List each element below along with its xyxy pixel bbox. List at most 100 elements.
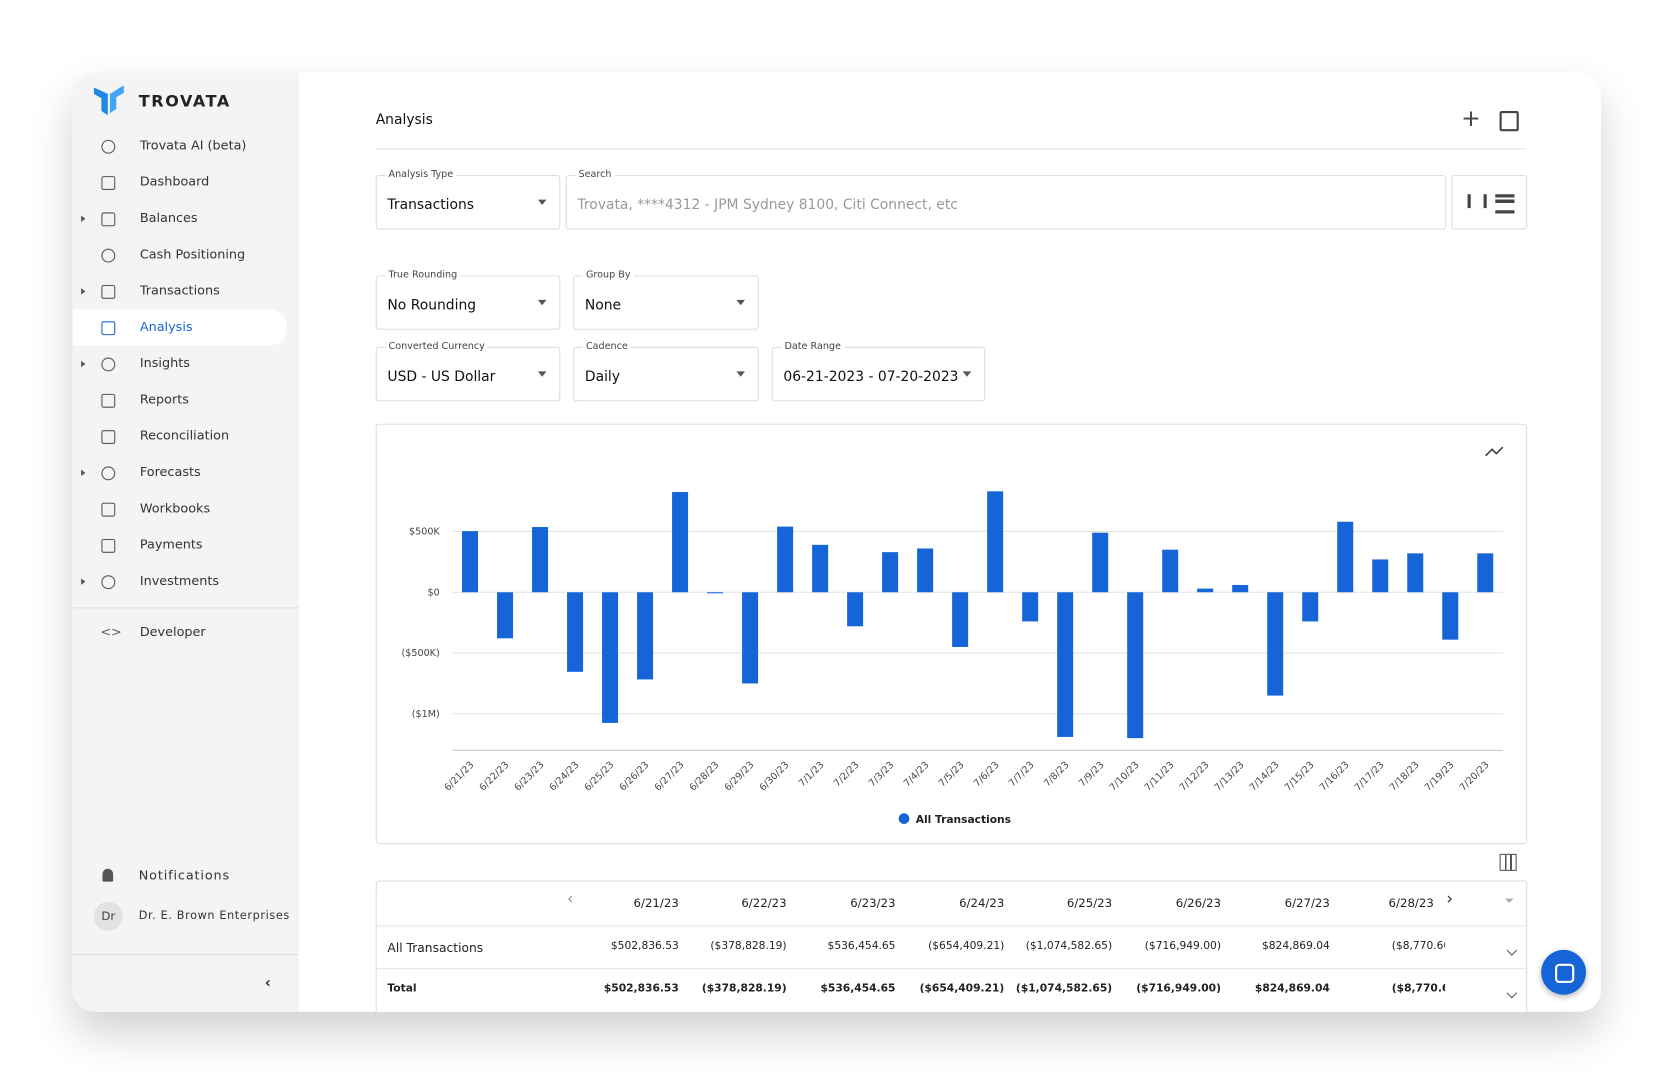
x-tick-label: 7/10/23 [1108, 760, 1142, 794]
nav-item[interactable]: Insights [139, 355, 190, 371]
chart: $500K $0 ($500K) ($1M) 6/21/23 6/22/23 6/23/23… [402, 446, 1504, 826]
row-divider [376, 925, 1527, 927]
list-view-icon [1495, 194, 1515, 214]
nav-item[interactable]: Developer [139, 624, 206, 640]
nav-item[interactable]: Workbooks [139, 500, 211, 516]
nav-item[interactable]: Transactions [139, 282, 220, 298]
nav-item[interactable]: Reconciliation [139, 427, 230, 443]
cell: $502,836.53 [603, 982, 679, 995]
nav-item[interactable]: Payments [139, 536, 203, 552]
nav-icon [101, 139, 116, 154]
bar [1022, 592, 1039, 622]
chart-view-icon [1467, 194, 1487, 209]
x-tick-label: 7/4/23 [902, 760, 932, 790]
cell: ($654,409.21) [928, 940, 1005, 953]
table-toggle[interactable] [1499, 853, 1517, 871]
x-tick-label: 7/7/23 [1007, 760, 1037, 790]
nav-icon [101, 538, 116, 553]
bar [742, 592, 759, 684]
field-value: No Rounding [387, 297, 477, 314]
nav-icon [101, 284, 116, 299]
field-value: None [584, 297, 622, 314]
column-header: 6/22/23 [741, 896, 787, 911]
field-value: 06-21-2023 - 07-20-2023 [783, 369, 959, 386]
column-header: 6/21/23 [633, 896, 679, 911]
nav-item[interactable]: Dashboard [139, 173, 210, 189]
field-label: Search [575, 169, 615, 181]
x-tick-label: 6/24/23 [548, 760, 582, 794]
row-expand[interactable] [1506, 987, 1518, 999]
cell: ($1,074,582.65) [1025, 940, 1113, 953]
dropdown-caret [537, 199, 547, 205]
logo-part [109, 85, 124, 114]
add-button[interactable]: + [1461, 105, 1481, 133]
bar [1092, 532, 1109, 593]
pdf-button[interactable] [1499, 110, 1519, 132]
field[interactable]: Group By None [573, 270, 759, 330]
bar [707, 592, 724, 594]
dropdown-caret [736, 299, 745, 306]
field-label: Date Range [781, 341, 845, 353]
column-header: 6/27/23 [1284, 896, 1330, 911]
bar [1407, 553, 1424, 593]
bar [637, 592, 654, 680]
cell: $536,454.65 [820, 982, 896, 995]
cell: $502,836.53 [610, 940, 679, 953]
row-divider [376, 968, 1527, 970]
nav-item[interactable]: Reports [139, 391, 189, 407]
nav-item[interactable]: Analysis [139, 319, 193, 335]
x-tick-label: 7/17/23 [1353, 760, 1387, 794]
cell: ($8,770.60) [1391, 940, 1445, 953]
field[interactable]: Analysis Type Transactions [375, 169, 561, 230]
x-tick-label: 6/26/23 [618, 760, 652, 794]
search-placeholder: Trovata, ****4312 - JPM Sydney 8100, Cit… [577, 197, 958, 214]
bar [532, 527, 549, 593]
field[interactable]: Search Trovata, ****4312 - JPM Sydney 810… [565, 169, 1447, 230]
x-tick-label: 6/21/23 [442, 760, 476, 794]
row-expand[interactable] [1506, 945, 1518, 956]
bar [1302, 592, 1319, 622]
field[interactable]: True Rounding No Rounding [375, 270, 561, 330]
cell: ($654,409.21) [919, 982, 1005, 995]
page-title: Analysis [375, 112, 433, 129]
cell: ($8,770.60) [1391, 982, 1445, 995]
nav-item[interactable]: Forecasts [139, 464, 201, 480]
field[interactable]: Converted Currency USD - US Dollar [375, 341, 561, 402]
bar [917, 548, 934, 593]
avatar: Dr [93, 901, 123, 931]
nav-icon [101, 575, 116, 590]
field[interactable]: Cadence Daily [573, 341, 759, 402]
bar [1057, 592, 1074, 737]
x-tick-label: 6/29/23 [723, 760, 757, 794]
nav-item[interactable]: Trovata AI (beta) [139, 137, 247, 153]
organization[interactable]: Dr. E. Brown Enterprises [138, 909, 290, 923]
field-value: Daily [584, 369, 621, 386]
notifications[interactable]: Notifications [138, 867, 231, 883]
legend-marker [898, 813, 910, 824]
bar [1477, 553, 1494, 593]
separator [72, 607, 299, 609]
field-label: Group By [582, 270, 634, 281]
nav-icon [101, 176, 116, 190]
active-highlight [72, 309, 288, 346]
cell: $824,869.04 [1254, 982, 1330, 995]
field[interactable]: Date Range 06-21-2023 - 07-20-2023 [771, 341, 986, 402]
collapse-button[interactable]: ‹ [264, 974, 271, 992]
x-tick-label: 6/25/23 [583, 760, 617, 794]
nav-icon [101, 393, 116, 408]
nav-item[interactable]: Investments [139, 573, 220, 589]
nav-item[interactable]: Cash Positioning [139, 246, 246, 262]
next-arrow[interactable]: › [1446, 887, 1454, 909]
view-toggle[interactable] [1451, 175, 1528, 230]
chart-panel: $500K $0 ($500K) ($1M) 6/21/23 6/22/23 6/23/23… [375, 423, 1528, 845]
column-header: 6/23/23 [850, 896, 896, 911]
bar [602, 592, 619, 723]
chat-button[interactable] [1541, 949, 1587, 995]
nav-item[interactable]: Balances [139, 210, 198, 226]
field-value: USD - US Dollar [387, 369, 496, 386]
expand-arrow [81, 360, 86, 368]
prev-arrow[interactable]: ‹ [566, 887, 574, 909]
legend-label: All Transactions [916, 813, 1011, 826]
